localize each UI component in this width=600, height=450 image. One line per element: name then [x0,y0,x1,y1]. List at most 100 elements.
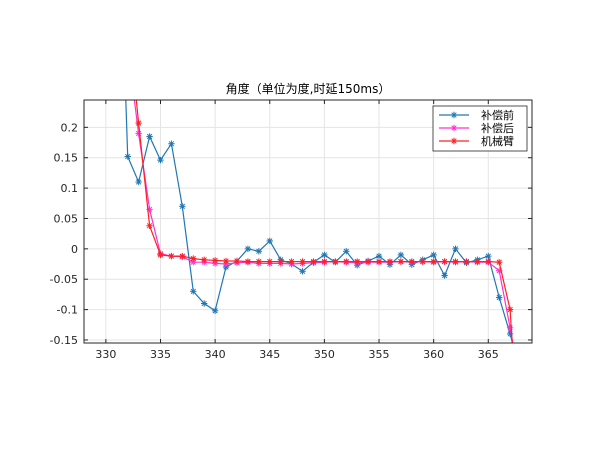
series-2-marker [222,257,230,265]
series-2-marker-d2 [135,120,142,126]
series-2-marker-d2 [485,258,491,265]
series-0-marker-d2 [190,288,196,295]
y-tick-label: 0.15 [54,152,79,165]
legend-swatch-marker-d2 [451,125,457,131]
series-2-marker-d2 [190,255,196,262]
series-1-marker-d2 [131,89,136,94]
series-2-marker-d2 [354,258,360,265]
series-2-marker-d2 [133,89,138,94]
legend-label: 补偿前 [481,108,514,122]
legend-item: 补偿前 [439,108,514,122]
series-0-marker-d2 [179,203,185,209]
legend-swatch-marker-d2 [451,138,457,144]
series-0-marker [168,140,175,147]
series-2-marker [485,258,492,265]
series-2-marker [332,258,339,265]
series-2-marker-d1 [133,89,138,94]
series-0-marker [157,156,164,164]
series-0-marker [441,272,448,279]
x-tick-label: 355 [369,348,390,361]
series-2-marker [200,256,208,263]
series-2-marker-d2 [496,259,502,265]
series-1-marker [506,324,514,332]
series-0-marker-d1 [123,89,128,94]
series-0-marker [135,178,142,186]
y-tick-label: 0.05 [54,212,79,225]
y-tick-label: 0.1 [61,182,79,195]
x-tick-label: 330 [95,348,116,361]
series-2-marker-d2 [452,258,459,265]
series-0-marker [146,133,153,140]
series-0-marker [343,248,350,255]
series-2-marker [190,255,197,262]
legend-item: 机械臂 [439,134,514,148]
series-2-marker-d2 [157,252,164,258]
axes-frame [83,99,533,344]
legend-label: 补偿后 [481,121,514,135]
y-tick-label: -0.1 [57,304,78,317]
series-0-marker [255,248,263,255]
series-2-marker-d2 [256,258,262,265]
plot-area: 330 335 340 345 350 355 360 365 0.2 0.15 0.1 0.05 0 -… [50,88,533,361]
series-2-marker-d2 [267,258,273,265]
series-2-marker [353,258,361,265]
series-2-marker [511,342,513,343]
legend-swatch-marker [450,111,458,119]
series-2-marker [157,251,164,259]
series-2-marker [132,88,138,94]
series-2-marker [343,258,350,265]
series-0-marker-d2 [441,272,448,279]
series-2-marker [364,258,372,265]
x-tick-label: 335 [150,348,171,361]
series-2-marker-d2 [409,258,415,265]
series-0-marker-d2 [321,252,328,258]
series-2-marker [288,258,295,265]
series-2-marker-d2 [321,258,328,265]
series-0-marker [496,294,503,301]
series-0-marker-d2 [146,133,153,140]
series-2-marker-d2 [507,306,513,313]
series-2-marker [474,258,481,265]
series-2-marker [233,257,241,265]
series-0-marker-d2 [496,294,502,301]
series-2-marker-d2 [278,258,284,265]
series-0-marker-d1 [511,344,516,349]
series-0-marker-d2 [212,308,218,314]
series-0-marker-d2 [343,248,349,254]
series-2-marker-d2 [420,258,426,265]
series-line-0 [125,100,514,343]
x-tick-label: 340 [205,348,226,361]
series-2-marker [277,258,284,265]
series-0-marker [200,300,208,307]
legend-swatch-marker [450,137,458,145]
legend-swatch-marker-d2 [451,112,457,118]
series-2-marker [441,258,448,265]
series-0-marker-d2 [123,89,128,94]
series-2-marker-d2 [288,258,295,265]
series-0-marker-d2 [157,157,164,163]
series-2-marker [255,258,263,265]
series-0-marker [179,203,186,210]
series-1-marker-d1 [511,344,516,349]
legend-label: 机械臂 [481,134,514,148]
series-0-marker-d2 [245,246,251,252]
series-1-marker [135,130,142,137]
series-0-marker [244,245,252,253]
series-0-marker-d2 [376,253,382,259]
series-2-marker-d2 [463,258,470,265]
legend-item: 补偿后 [439,121,514,135]
series-1-marker-d2 [135,130,142,137]
series-0-marker [266,237,273,245]
series-layer [123,88,516,349]
series-0-marker-d2 [168,141,175,147]
series-2-marker-d2 [201,257,207,263]
series-0-marker [511,342,516,349]
chart-title: 角度（单位为度,时延150ms） [226,81,391,96]
series-2-marker [146,222,153,229]
x-tick-label: 350 [314,348,335,361]
series-2-marker [310,258,317,265]
series-0-marker [485,252,492,260]
series-0-marker [375,252,383,260]
series-2-marker-d2 [376,258,382,265]
